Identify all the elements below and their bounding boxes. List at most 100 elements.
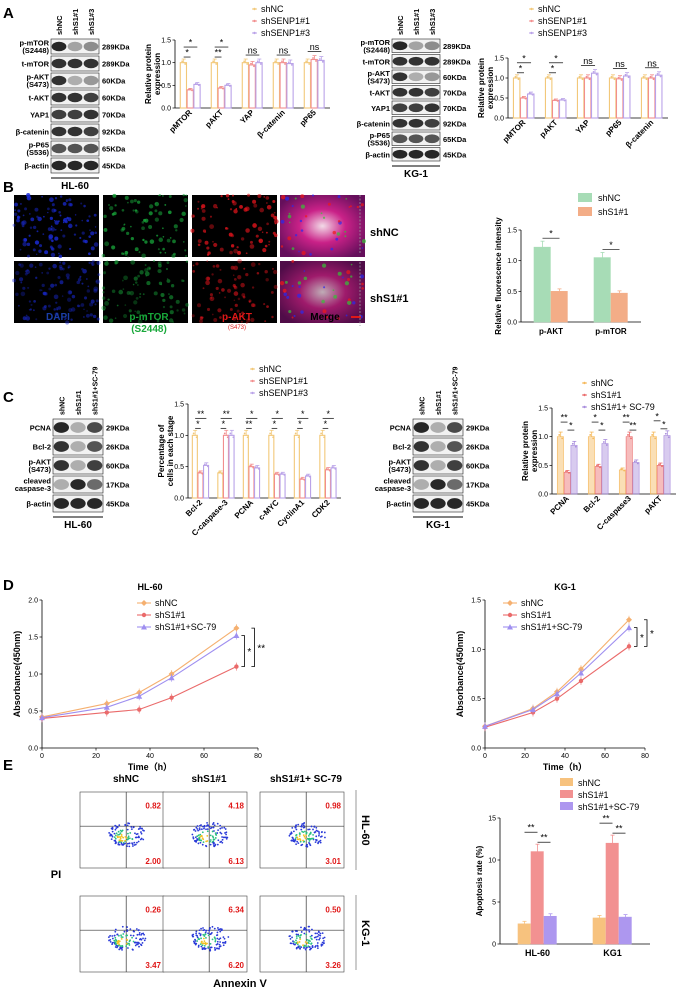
event-dot bbox=[315, 826, 318, 829]
data-point bbox=[605, 444, 608, 446]
event-dot bbox=[120, 833, 123, 836]
if-dot bbox=[252, 223, 257, 228]
bar bbox=[563, 471, 571, 495]
if-dot bbox=[51, 247, 55, 251]
event-dot bbox=[115, 832, 118, 835]
event-dot bbox=[212, 838, 215, 841]
if-dot bbox=[33, 300, 36, 303]
blot-band bbox=[67, 75, 83, 86]
if-dot bbox=[93, 288, 98, 293]
blot-band bbox=[430, 479, 446, 490]
event-dot bbox=[114, 936, 117, 939]
if-dot bbox=[280, 245, 284, 248]
data-point bbox=[528, 92, 531, 95]
legend-label: shS1#1 bbox=[155, 610, 186, 620]
legend-label: shNC bbox=[598, 193, 621, 203]
significance-mark: * bbox=[549, 229, 553, 239]
event-dot bbox=[291, 936, 293, 939]
if-dot bbox=[66, 276, 70, 280]
if-dot bbox=[129, 290, 135, 296]
if-dot bbox=[361, 287, 364, 290]
if-dot bbox=[90, 246, 95, 251]
if-dot bbox=[41, 283, 45, 288]
data-point bbox=[553, 98, 556, 101]
event-dot bbox=[140, 831, 142, 833]
event-dot bbox=[297, 838, 300, 841]
event-dot bbox=[192, 837, 195, 840]
blot-kda-label: 60KDa bbox=[106, 462, 130, 471]
if-dot bbox=[55, 307, 59, 310]
event-dot bbox=[218, 938, 220, 941]
blot-band bbox=[70, 479, 86, 490]
if-dot bbox=[35, 253, 38, 256]
if-dot bbox=[29, 308, 32, 311]
event-dot bbox=[202, 929, 205, 932]
if-dot bbox=[297, 281, 302, 285]
if-dot bbox=[288, 309, 292, 314]
data-point bbox=[651, 434, 654, 436]
if-dot bbox=[12, 278, 16, 283]
if-dot bbox=[38, 249, 42, 253]
if-dot bbox=[141, 220, 145, 224]
blot-band bbox=[67, 143, 83, 154]
event-dot bbox=[291, 930, 294, 933]
event-dot bbox=[323, 936, 326, 939]
event-dot bbox=[309, 940, 311, 943]
event-dot bbox=[310, 934, 313, 937]
event-dot bbox=[194, 938, 196, 941]
event-dot bbox=[195, 841, 198, 843]
bar bbox=[293, 434, 300, 499]
if-dot bbox=[134, 209, 138, 212]
if-dot bbox=[185, 302, 189, 307]
if-dot bbox=[162, 305, 166, 309]
if-dot bbox=[299, 219, 303, 223]
if-dot bbox=[240, 237, 245, 241]
quadrant-value-early: 6.13 bbox=[228, 857, 244, 866]
if-dot bbox=[233, 265, 239, 271]
data-point bbox=[568, 471, 570, 474]
event-dot bbox=[314, 839, 317, 841]
bar bbox=[273, 473, 281, 499]
event-dot bbox=[209, 946, 212, 949]
event-dot bbox=[119, 945, 122, 947]
event-dot bbox=[209, 843, 212, 846]
event-dot bbox=[215, 833, 217, 836]
blot-row-label: PCNA bbox=[30, 424, 52, 433]
if-dot bbox=[341, 276, 344, 279]
bar bbox=[526, 93, 535, 119]
if-dot bbox=[166, 279, 171, 283]
if-dot bbox=[298, 250, 300, 253]
if-dot bbox=[124, 304, 127, 306]
event-dot bbox=[114, 828, 117, 831]
event-dot bbox=[308, 840, 311, 842]
blot-row-label: p-mTOR bbox=[361, 38, 391, 47]
event-dot bbox=[196, 825, 199, 827]
bar bbox=[193, 83, 201, 109]
blot-band bbox=[53, 479, 69, 490]
if-dot bbox=[92, 264, 94, 266]
if-dot bbox=[21, 220, 27, 225]
if-merge-fill bbox=[280, 261, 365, 323]
event-dot bbox=[107, 936, 110, 939]
event-dot bbox=[299, 840, 302, 843]
if-dot bbox=[204, 240, 209, 245]
event-dot bbox=[309, 948, 311, 951]
legend-label: shS1#1 bbox=[578, 790, 609, 800]
event-dot bbox=[223, 826, 226, 829]
if-dot bbox=[241, 311, 244, 315]
if-dot bbox=[19, 202, 22, 205]
if-dot bbox=[270, 290, 274, 294]
data-point bbox=[320, 432, 323, 435]
y-tick-label: 1.5 bbox=[494, 56, 504, 63]
event-dot bbox=[224, 828, 227, 830]
if-dot bbox=[66, 216, 69, 220]
blot-band bbox=[424, 103, 440, 113]
bar bbox=[242, 434, 249, 499]
if-dot bbox=[202, 229, 207, 233]
if-dot bbox=[172, 321, 174, 323]
event-dot bbox=[203, 944, 206, 947]
y-tick-label: 0.0 bbox=[507, 320, 517, 327]
if-dot bbox=[148, 211, 153, 216]
if-dot bbox=[258, 238, 264, 244]
blot-band bbox=[51, 41, 67, 52]
